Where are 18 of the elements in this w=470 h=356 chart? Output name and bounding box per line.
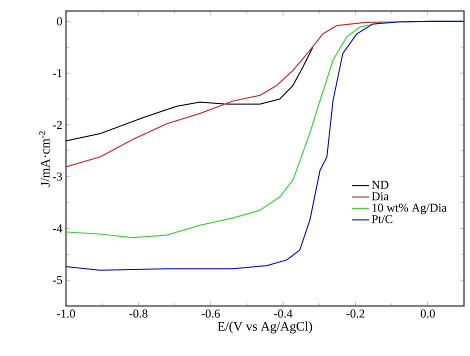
- y-axis-title: J/mA·cm$^{-2}$: [39, 131, 50, 186]
- x-tick-label: -1.0: [56, 310, 76, 318]
- x-tick-label: -0.2: [346, 310, 364, 318]
- legend-label: ND: [372, 180, 388, 189]
- legend-label: 10 wt% Ag/Dia: [372, 204, 447, 214]
- x-tick-label: 0.0: [420, 310, 435, 318]
- y-tick-label: -3: [52, 172, 62, 181]
- y-tick-label: -5: [52, 276, 62, 284]
- legend-label: Pt/C: [372, 215, 392, 224]
- x-axis-title: E/(V vs Ag/AgCl): [218, 322, 312, 334]
- legend-label: Dia: [372, 192, 389, 200]
- y-tick-label: -1: [52, 69, 62, 78]
- x-tick-label: -0.4: [274, 310, 292, 318]
- x-tick-label: -0.6: [202, 310, 220, 318]
- x-tick-label: -0.8: [129, 310, 148, 318]
- y-tick-label: -2: [52, 120, 62, 129]
- y-tick-label: 0: [56, 17, 62, 26]
- y-tick-label: -4: [52, 224, 62, 232]
